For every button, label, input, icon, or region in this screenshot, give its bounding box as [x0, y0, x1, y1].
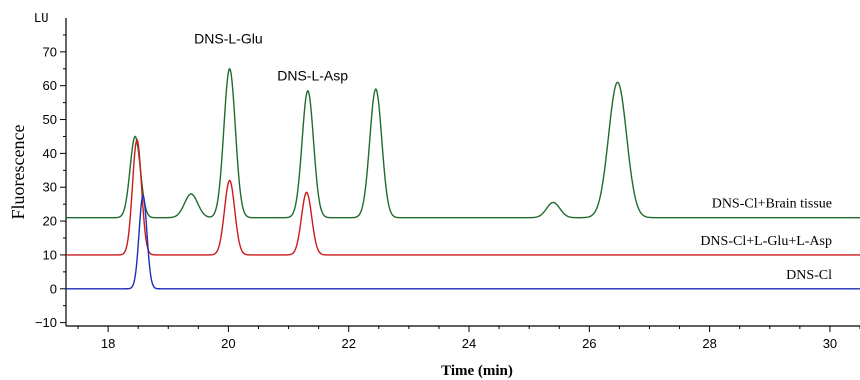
x-tick-label: 30: [823, 336, 837, 351]
series-label-2: DNS-Cl+L-Glu+L-Asp: [700, 234, 832, 249]
x-tick-label: 24: [462, 336, 476, 351]
x-tick-label: 28: [702, 336, 716, 351]
y-tick-label: −10: [35, 315, 57, 330]
y-tick-label: 40: [43, 146, 57, 161]
series-line-3: [66, 194, 860, 290]
series-label-3: DNS-Cl: [786, 268, 832, 283]
y-tick-label: 70: [43, 44, 57, 59]
y-tick-label: 50: [43, 112, 57, 127]
y-axis-title: Fluorescence: [8, 125, 28, 220]
y-tick-label: 60: [43, 78, 57, 93]
peak-annotation-2: DNS-L-Asp: [277, 68, 348, 84]
x-tick-label: 26: [582, 336, 596, 351]
axes: −10 0 10 20 30 40 50 60 70 18 20 22 24 26 28 30 LU Fluore…: [8, 11, 860, 379]
labels-layer: DNS-Cl+Brain tissue DNS-Cl+L-Glu+L-Asp DNS…: [194, 30, 832, 282]
x-tick-label: 22: [341, 336, 355, 351]
x-tick-label: 18: [101, 336, 115, 351]
peak-annotation-1: DNS-L-Glu: [194, 30, 262, 46]
series-layer: [66, 67, 860, 290]
x-tick-label: 20: [221, 336, 235, 351]
series-line-1: [66, 67, 860, 219]
y-tick-label: 0: [50, 281, 57, 296]
series-label-1: DNS-Cl+Brain tissue: [712, 197, 832, 212]
x-axis-title: Time (min): [441, 363, 513, 379]
y-tick-label: 10: [43, 247, 57, 262]
y-tick-label: 20: [43, 214, 57, 229]
y-unit-label: LU: [34, 11, 48, 25]
y-tick-label: 30: [43, 180, 57, 195]
series-line-2: [66, 138, 860, 256]
